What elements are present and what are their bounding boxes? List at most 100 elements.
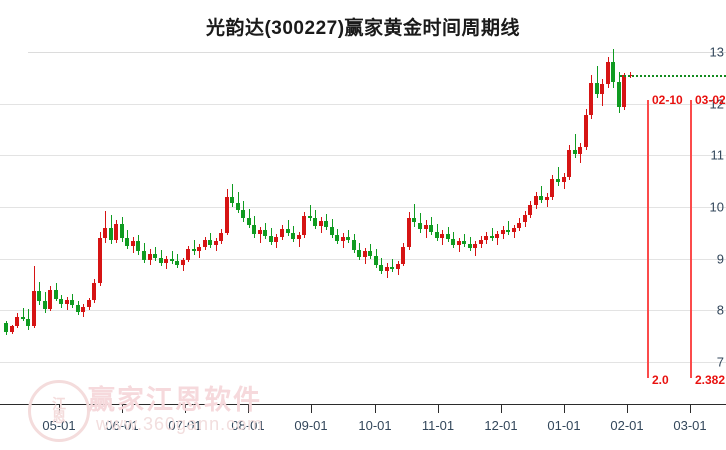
- candle-wick: [392, 258, 393, 273]
- candle-body: [424, 224, 428, 229]
- candle-body: [363, 251, 367, 257]
- candle-body: [429, 224, 433, 232]
- x-axis-tick-label: 12-01: [484, 418, 518, 433]
- candle-body: [4, 323, 8, 333]
- candle-body: [225, 196, 229, 233]
- candle-body: [446, 233, 450, 240]
- candle-body: [148, 253, 152, 260]
- candle-wick: [348, 229, 349, 244]
- candle-body: [512, 227, 516, 232]
- candle-wick: [426, 220, 427, 238]
- candle-body: [335, 234, 339, 242]
- candle-body: [528, 204, 532, 216]
- candle-wick: [238, 191, 239, 214]
- candle-body: [10, 326, 14, 333]
- candle-wick: [370, 244, 371, 259]
- candle-body: [324, 221, 328, 227]
- candle-body: [76, 305, 80, 313]
- candle-body: [109, 227, 113, 241]
- candle-body: [175, 260, 179, 265]
- candle-body: [120, 223, 124, 238]
- candle-body: [214, 241, 218, 246]
- candle-wick: [414, 204, 415, 227]
- candle-wick: [475, 241, 476, 256]
- candle-body: [341, 236, 345, 242]
- candle-body: [269, 235, 273, 243]
- candle-body: [468, 244, 472, 249]
- candle-body: [451, 239, 455, 246]
- candle-body: [346, 236, 350, 241]
- candle-wick: [288, 220, 289, 236]
- candle-body: [523, 215, 527, 223]
- candle-body: [37, 290, 41, 302]
- y-axis-tick-label: 7: [716, 354, 724, 370]
- gridline: [0, 103, 726, 105]
- candle-body: [274, 236, 278, 243]
- x-axis-tick-label: 06-01: [105, 418, 139, 433]
- x-axis-line: [0, 404, 726, 405]
- candle-body: [136, 241, 140, 252]
- candle-body: [622, 75, 626, 107]
- candle-body: [208, 240, 212, 246]
- candle-body: [26, 318, 30, 326]
- candle-body: [302, 216, 306, 235]
- watermark-url: www.360gann.com: [96, 414, 264, 434]
- candle-body: [43, 301, 47, 310]
- candle-body: [617, 81, 621, 107]
- candle-body: [170, 258, 174, 261]
- x-axis-tick-label: 01-01: [547, 418, 581, 433]
- candle-wick: [310, 204, 311, 222]
- x-axis-tick-label: 10-01: [358, 418, 392, 433]
- candle-body: [611, 62, 615, 82]
- candle-body: [236, 202, 240, 211]
- x-axis-tick: [690, 405, 691, 413]
- candle-body: [103, 227, 107, 238]
- candle-body: [313, 218, 317, 226]
- candle-body: [501, 229, 505, 234]
- candle-wick: [459, 238, 460, 253]
- watermark-brand: 赢家江恩软件: [88, 385, 262, 415]
- candle-body: [562, 177, 566, 183]
- candle-body: [357, 250, 361, 257]
- x-axis-tick: [185, 405, 186, 413]
- watermark-logo-char-2: 恩: [52, 409, 66, 425]
- candle-wick: [547, 192, 548, 207]
- candle-body: [197, 247, 201, 252]
- gridline: [0, 258, 726, 260]
- candle-body: [534, 195, 538, 205]
- candle-wick: [260, 226, 261, 244]
- candle-wick: [232, 183, 233, 207]
- candle-body: [54, 289, 58, 299]
- x-axis-tick: [564, 405, 565, 413]
- candle-wick: [497, 230, 498, 246]
- candle-body: [495, 233, 499, 238]
- candle-body: [412, 218, 416, 223]
- candle-body: [401, 247, 405, 264]
- candle-body: [435, 231, 439, 238]
- candle-body: [32, 290, 36, 326]
- candle-wick: [299, 231, 300, 248]
- y-axis-tick-label: 8: [716, 302, 724, 318]
- candle-body: [280, 228, 284, 237]
- candle-body: [159, 257, 163, 263]
- candle-body: [556, 179, 560, 183]
- candle-body: [606, 62, 610, 85]
- candle-body: [81, 307, 85, 313]
- candle-body: [584, 115, 588, 148]
- candle-wick: [508, 221, 509, 235]
- candle-wick: [597, 66, 598, 99]
- cycle-line-ratio-label: 2.382: [695, 373, 726, 387]
- watermark-logo-char-1: 江: [52, 396, 66, 412]
- candle-body: [545, 196, 549, 200]
- candle-body: [21, 316, 25, 319]
- cycle-line-ratio-label: 2.0: [652, 373, 669, 387]
- candle-body: [87, 300, 91, 308]
- x-axis-tick-label: 08-01: [231, 418, 265, 433]
- candle-body: [550, 179, 554, 197]
- x-axis-tick: [501, 405, 502, 413]
- candle-body: [484, 235, 488, 241]
- candle-body: [517, 222, 521, 228]
- candle-body: [319, 221, 323, 226]
- x-axis-tick: [438, 405, 439, 413]
- candle-body: [70, 300, 74, 306]
